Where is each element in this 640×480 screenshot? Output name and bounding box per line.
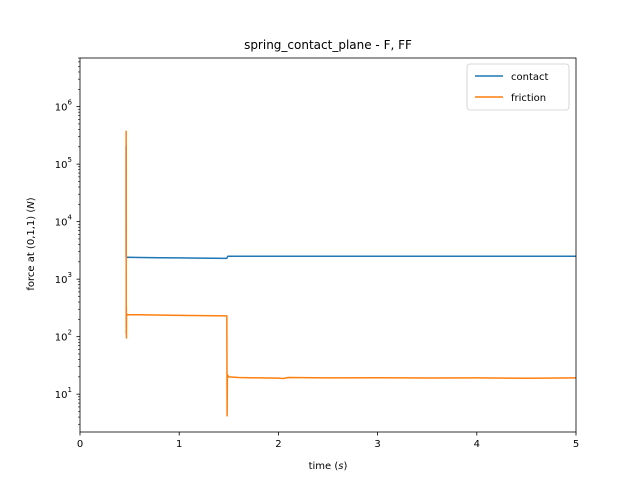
y-axis: 101 102 103 104 105 106: [55, 57, 80, 425]
x-axis-label: time (s): [309, 461, 348, 472]
y-tick-label: 103: [55, 271, 72, 286]
y-tick-label: 106: [55, 99, 73, 114]
x-tick-label: 0: [77, 439, 83, 450]
y-axis-label: force at (0,1,1) (N): [26, 197, 37, 290]
x-tick-label: 4: [474, 439, 480, 450]
y-tick-label: 105: [55, 156, 72, 171]
plot-area: [79, 57, 577, 433]
y-tick-label: 102: [55, 329, 72, 344]
x-tick-label: 1: [176, 439, 182, 450]
x-tick-label: 3: [374, 439, 380, 450]
x-tick-label: 5: [573, 439, 579, 450]
y-tick-label: 101: [55, 386, 72, 401]
legend-label-friction: friction: [511, 93, 546, 104]
chart-title: spring_contact_plane - F, FF: [244, 38, 412, 52]
x-tick-label: 2: [275, 439, 281, 450]
legend-label-contact: contact: [511, 72, 549, 83]
legend: contact friction: [466, 63, 570, 111]
series-line-friction: [125, 130, 577, 417]
y-tick-label: 104: [55, 214, 73, 229]
axes-frame: [79, 57, 577, 433]
x-axis: 0 1 2 3 4 5: [77, 432, 579, 450]
